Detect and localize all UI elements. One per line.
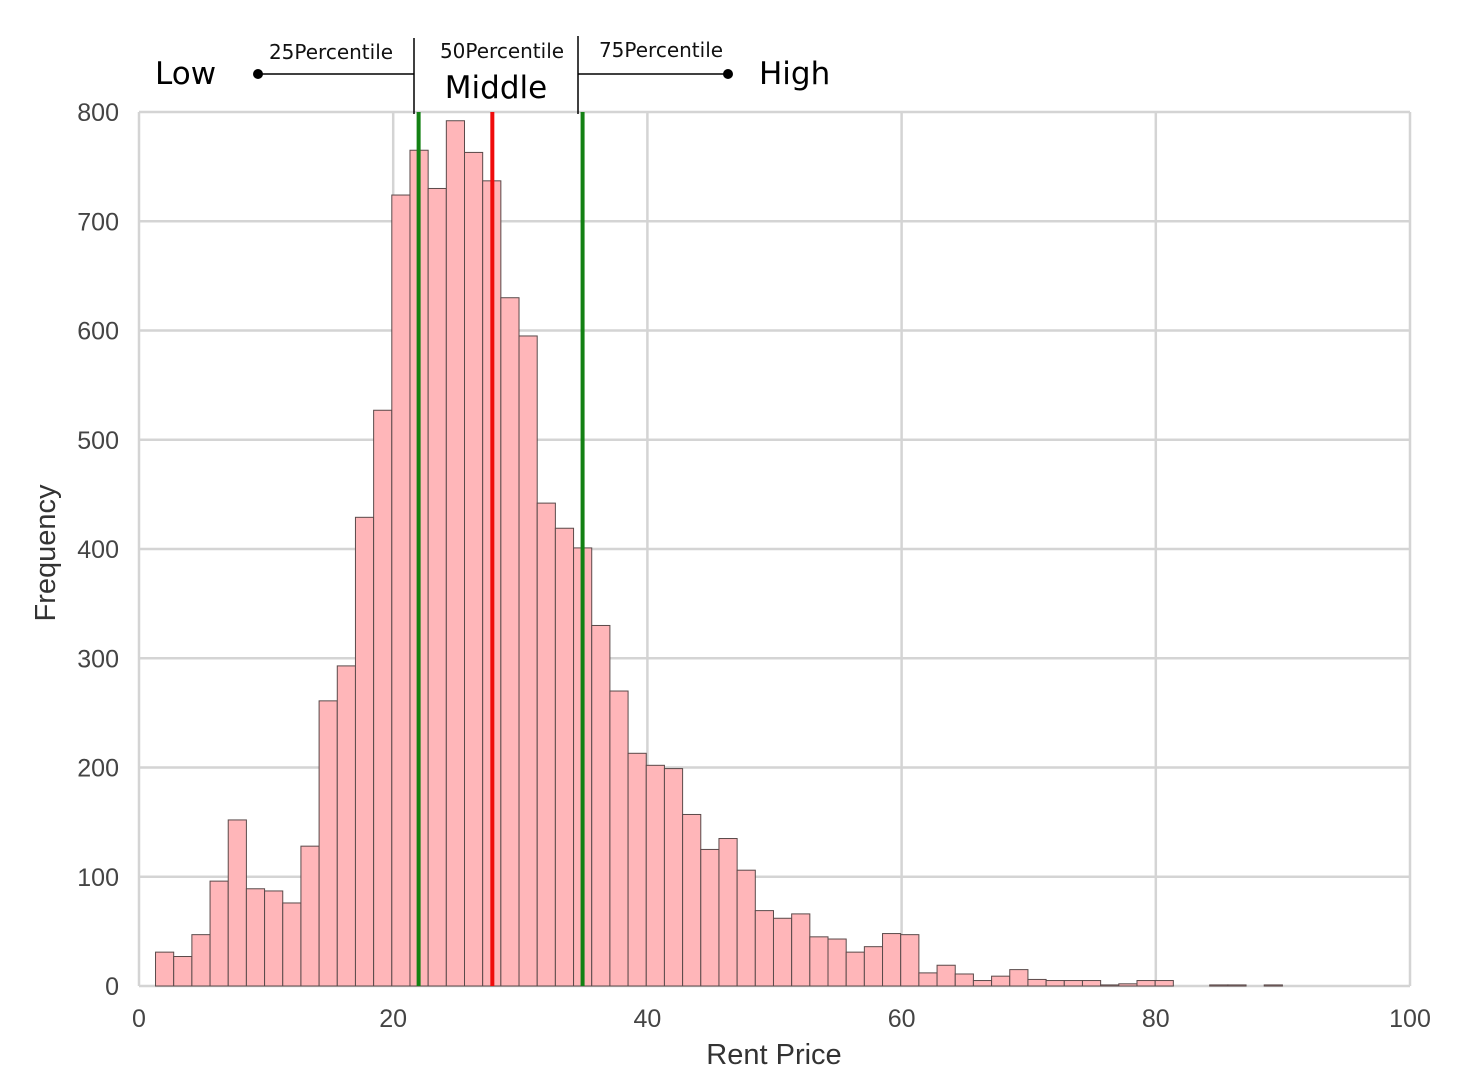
histogram-bar: [827, 938, 847, 987]
histogram-bar: [1009, 969, 1029, 987]
y-tick-label: 700: [77, 208, 119, 236]
x-tick-label: 60: [888, 1005, 916, 1033]
histogram-bar: [736, 869, 756, 987]
histogram-bar: [863, 946, 884, 987]
y-tick-label: 200: [77, 755, 119, 783]
low-label: Low: [155, 56, 216, 92]
histogram-bar: [1081, 980, 1102, 987]
histogram-bar: [627, 752, 647, 987]
histogram-bar: [1045, 980, 1065, 987]
histogram-bar: [754, 910, 774, 987]
y-axis-title: Frequency: [30, 484, 62, 622]
p75-label: 75Percentile: [599, 38, 723, 62]
histogram-bar: [173, 956, 193, 987]
y-tick-label: 100: [77, 864, 119, 892]
histogram-bar: [264, 890, 284, 987]
tick-labels: 0 100 200 300 400 500 600 700 800 0 20 40 60 80 100: [77, 99, 1431, 1033]
p25-label: 25Percentile: [269, 40, 393, 64]
histogram-bar: [391, 194, 411, 987]
histogram-bar: [663, 768, 684, 987]
y-tick-label: 500: [77, 427, 119, 455]
x-tick-label: 0: [132, 1005, 146, 1033]
histogram-bar: [191, 934, 211, 987]
x-tick-label: 40: [633, 1005, 661, 1033]
x-tick-label: 20: [379, 1005, 407, 1033]
histogram-bar: [518, 335, 538, 987]
histogram-bar: [427, 187, 447, 987]
low-bracket-dot: [253, 69, 263, 79]
y-tick-label: 400: [77, 536, 119, 564]
middle-label: Middle: [445, 70, 547, 106]
histogram-bar: [954, 973, 974, 987]
histogram-bar: [718, 838, 738, 987]
histogram-bar: [1027, 978, 1047, 987]
histogram-bar: [354, 516, 375, 987]
histogram-bar: [1263, 984, 1283, 987]
histogram-bar: [500, 297, 520, 987]
histogram-bar: [645, 764, 665, 987]
y-tick-label: 300: [77, 645, 119, 673]
p50-label: 50Percentile: [440, 39, 564, 63]
x-axis-title: Rent Price: [706, 1039, 841, 1071]
histogram-bar: [1154, 980, 1174, 987]
histogram-bar: [591, 624, 611, 987]
histogram-bar: [536, 502, 556, 987]
histogram-bar: [282, 902, 302, 987]
histogram-bar: [936, 964, 956, 987]
histogram-bar: [700, 848, 720, 987]
histogram-bar: [318, 700, 338, 987]
histogram-bar: [1136, 980, 1156, 987]
histogram-bar: [991, 975, 1011, 987]
histogram-bar: [682, 813, 702, 987]
y-tick-label: 0: [105, 973, 119, 1001]
histogram-bar: [1063, 980, 1083, 987]
histogram-bar: [373, 409, 393, 987]
high-label: High: [759, 56, 830, 92]
histogram-bar: [1227, 984, 1247, 987]
histogram-bar: [209, 880, 229, 987]
histogram-bar: [900, 934, 920, 987]
percentile-lines: [416, 112, 585, 986]
histogram-bar: [918, 972, 938, 987]
histogram-bar: [245, 888, 266, 987]
histogram-bar: [464, 151, 484, 987]
histogram-bar: [1118, 983, 1138, 987]
high-bracket-dot: [723, 69, 733, 79]
y-tick-label: 800: [77, 99, 119, 127]
x-tick-label: 80: [1142, 1005, 1170, 1033]
y-tick-label: 600: [77, 318, 119, 346]
histogram-bar: [300, 845, 320, 987]
histogram-bar: [972, 980, 993, 987]
histogram-bar: [155, 951, 175, 987]
histogram-bar: [1209, 984, 1229, 987]
histogram-bar: [1100, 984, 1120, 987]
histogram-bar: [227, 819, 247, 987]
histogram-bar: [445, 120, 466, 987]
histogram-bar: [609, 690, 629, 987]
histogram-bar: [809, 936, 829, 987]
percentile-annotation: Low 25Percentile 50Percentile Middle 75P…: [155, 36, 830, 114]
histogram-bar: [882, 933, 902, 987]
histogram-bar: [791, 913, 811, 987]
histogram-bar: [554, 527, 575, 987]
histogram-bar: [336, 665, 356, 987]
histogram-bar: [772, 917, 793, 987]
histogram-bar: [845, 951, 865, 987]
x-tick-label: 100: [1389, 1005, 1431, 1033]
